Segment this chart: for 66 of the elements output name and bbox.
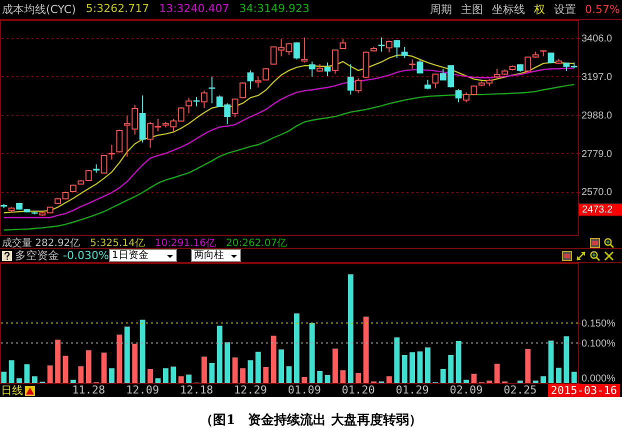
candlestick <box>347 64 354 96</box>
candlestick <box>332 50 338 74</box>
candlestick <box>247 70 254 90</box>
candlestick <box>540 50 547 57</box>
text: 34:3149.923 <box>239 2 310 17</box>
candlestick <box>116 129 123 153</box>
text: 日线 <box>1 384 23 397</box>
text: 5:325.14亿 <box>90 236 145 250</box>
x-tick-label: 12.18 <box>180 384 214 396</box>
candlestick <box>324 62 331 76</box>
text: （图1 资金持续流出 大盘再度转弱） <box>199 412 423 429</box>
dropdown-field: 两向柱 <box>190 249 241 262</box>
candlestick <box>416 58 424 74</box>
x-tick-label: 02.25 <box>504 384 537 396</box>
text: 成交量 282.92亿 <box>2 236 80 250</box>
text: 13:3240.407 <box>159 2 230 17</box>
candlestick <box>186 97 192 114</box>
candlestick <box>240 82 246 99</box>
candlestick <box>208 76 216 104</box>
y-tick-label: 0.000% <box>582 374 616 384</box>
line-series <box>3 84 575 231</box>
x-tick-label: 01.29 <box>396 384 429 396</box>
y-tick-label: 2570.0 <box>582 187 613 198</box>
text: 20:262.07亿 <box>226 236 288 250</box>
candlestick <box>386 40 392 53</box>
x-tick-label: 12.09 <box>126 384 160 396</box>
candlestick <box>409 58 416 70</box>
candlestick <box>108 144 115 160</box>
candlestick <box>294 42 300 60</box>
candlestick <box>455 88 462 103</box>
y-tick-label: 2779.0 <box>582 148 613 160</box>
y-tick-label: 2988.0 <box>582 110 613 122</box>
x-tick-label: 01.09 <box>288 384 321 396</box>
text: 2015-03-16 <box>548 384 620 397</box>
y-tick-label: 0.150% <box>582 318 616 330</box>
x-tick-label: 12.29 <box>234 384 268 396</box>
candlestick <box>232 98 238 118</box>
chart-title: 多空资金 <box>15 248 59 263</box>
text: 10:291.16亿 <box>154 236 216 250</box>
candlestick <box>394 40 400 58</box>
text: 0.57% <box>585 3 620 16</box>
candlestick <box>401 46 408 58</box>
candlestick <box>301 36 308 64</box>
candlestick <box>432 73 439 89</box>
candlestick <box>355 78 362 94</box>
chart-title: 成本均线(CYC) <box>2 2 76 17</box>
candlestick <box>548 52 554 64</box>
x-tick-label: 01.20 <box>342 384 375 396</box>
text: 5:3262.717 <box>86 2 150 17</box>
y-tick-label: 0.100% <box>582 338 616 350</box>
candlestick <box>378 36 385 52</box>
x-tick-label: 02.09 <box>450 384 483 396</box>
text: 周期 <box>430 2 452 17</box>
chart-subtitle: -0.030% <box>63 249 109 262</box>
text: 权 <box>534 2 546 17</box>
y-tick-label: 3197.0 <box>582 72 613 83</box>
x-tick-label: 11.28 <box>72 384 106 396</box>
text: 主图 <box>461 2 484 17</box>
dropdown-field: 1日资金 <box>108 249 177 262</box>
ref-line-label: 2473.2 <box>582 204 614 216</box>
text: 坐标线 <box>492 2 526 17</box>
candlestick <box>201 90 208 108</box>
text: 设置 <box>554 2 576 17</box>
y-tick-label: 3406.0 <box>582 33 613 44</box>
candlestick <box>340 38 346 50</box>
candlestick <box>308 61 316 78</box>
